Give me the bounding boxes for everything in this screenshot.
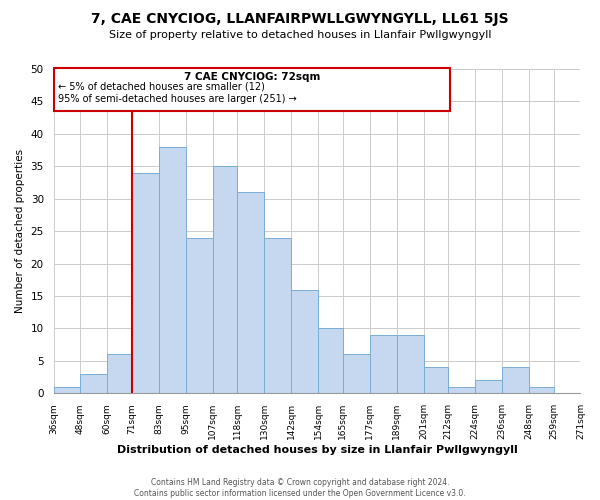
- X-axis label: Distribution of detached houses by size in Llanfair Pwllgwyngyll: Distribution of detached houses by size …: [116, 445, 517, 455]
- Bar: [159, 147, 186, 394]
- Bar: [475, 380, 502, 394]
- Text: Size of property relative to detached houses in Llanfair Pwllgwyngyll: Size of property relative to detached ho…: [109, 30, 491, 40]
- Bar: [213, 166, 238, 394]
- Bar: [318, 328, 343, 394]
- Bar: [343, 354, 370, 394]
- Bar: [238, 192, 265, 394]
- Bar: [80, 374, 107, 394]
- Bar: [370, 335, 397, 394]
- Y-axis label: Number of detached properties: Number of detached properties: [15, 149, 25, 313]
- Bar: [265, 238, 291, 394]
- Text: 7 CAE CNYCIOG: 72sqm: 7 CAE CNYCIOG: 72sqm: [184, 72, 320, 82]
- Bar: [107, 354, 132, 394]
- Text: Contains HM Land Registry data © Crown copyright and database right 2024.
Contai: Contains HM Land Registry data © Crown c…: [134, 478, 466, 498]
- Text: ← 5% of detached houses are smaller (12): ← 5% of detached houses are smaller (12): [58, 82, 265, 92]
- Bar: [529, 387, 554, 394]
- Bar: [53, 387, 80, 394]
- FancyBboxPatch shape: [53, 68, 451, 111]
- Bar: [448, 387, 475, 394]
- Bar: [291, 290, 318, 394]
- Bar: [502, 368, 529, 394]
- Bar: [132, 173, 159, 394]
- Text: 7, CAE CNYCIOG, LLANFAIRPWLLGWYNGYLL, LL61 5JS: 7, CAE CNYCIOG, LLANFAIRPWLLGWYNGYLL, LL…: [91, 12, 509, 26]
- Bar: [397, 335, 424, 394]
- Text: 95% of semi-detached houses are larger (251) →: 95% of semi-detached houses are larger (…: [58, 94, 297, 104]
- Bar: [424, 368, 448, 394]
- Bar: [186, 238, 213, 394]
